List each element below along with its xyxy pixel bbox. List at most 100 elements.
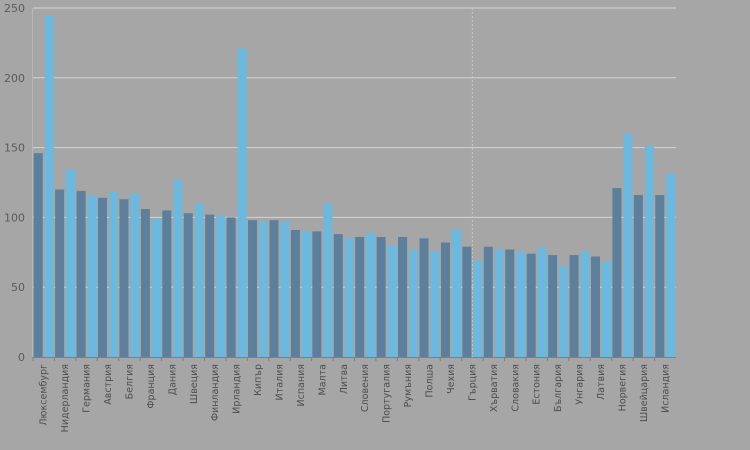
bar-series-b <box>109 190 119 357</box>
x-tick-label: Испания <box>296 364 307 406</box>
bar-series-a <box>483 246 493 357</box>
x-tick-label: Франция <box>146 364 157 409</box>
bar-series-a <box>612 188 622 357</box>
bar-series-a <box>290 229 300 357</box>
bar-series-b <box>451 229 461 357</box>
bar-series-a <box>98 197 108 357</box>
bar-series-b <box>430 250 440 357</box>
bar-series-a <box>183 213 193 357</box>
bar-series-b <box>473 260 483 357</box>
bar-series-b <box>387 245 397 357</box>
x-tick-label: Хърватия <box>489 364 500 412</box>
bar-series-b <box>516 252 526 357</box>
bar-series-b <box>130 193 140 357</box>
y-tick-label: 100 <box>4 211 25 224</box>
bar-series-b <box>644 146 654 357</box>
bar-series-a <box>655 195 665 357</box>
bar-series-a <box>590 256 600 357</box>
x-tick-label: Словакия <box>510 364 521 412</box>
bar-series-b <box>194 203 204 357</box>
y-axis: 0 50 100 150 200 250 <box>4 2 25 364</box>
bar-series-b <box>216 216 226 357</box>
bar-series-a <box>76 190 86 357</box>
x-tick-label: Малта <box>317 364 328 395</box>
x-tick-label: Швейцария <box>639 364 650 422</box>
x-tick-label: Белгия <box>124 364 135 399</box>
x-tick-label: Нидерландия <box>60 364 71 432</box>
bar-series-a <box>633 195 643 357</box>
x-tick-label: Кипър <box>253 364 264 396</box>
x-tick-label: Румъния <box>403 364 414 407</box>
x-tick-label: Латвия <box>596 364 607 400</box>
bar-series-a <box>162 210 172 357</box>
x-tick-label: Естония <box>532 364 543 405</box>
bar-series-b <box>280 221 290 357</box>
bar-series-a <box>248 220 258 357</box>
x-tick-label: Германия <box>82 364 93 413</box>
bar-series-b <box>259 221 269 357</box>
bar-series-a <box>312 231 322 357</box>
bar-series-b <box>44 14 54 357</box>
bar-series-a <box>55 189 65 357</box>
bar-series-b <box>87 195 97 357</box>
bar-series-b <box>601 262 611 357</box>
bar-series-a <box>119 199 129 357</box>
bar-series-a <box>226 217 236 357</box>
x-tick-label: Люксембург <box>39 364 50 426</box>
bar-series-a <box>376 236 386 357</box>
bar-series-a <box>140 209 150 357</box>
bar-series-b <box>237 48 247 357</box>
y-tick-label: 200 <box>4 72 25 85</box>
bar-series-a <box>269 220 279 357</box>
bar-series-a <box>526 253 536 357</box>
x-tick-label: Ирландия <box>232 364 243 414</box>
bar-series-b <box>409 249 419 357</box>
bar-series-a <box>440 242 450 357</box>
bar-series-a <box>333 234 343 357</box>
x-tick-label: Австрия <box>103 364 114 405</box>
y-tick-label: 250 <box>4 2 25 15</box>
y-tick-label: 50 <box>11 281 25 294</box>
bars <box>33 14 676 357</box>
x-tick-label: Унгария <box>575 364 586 405</box>
x-tick-label: Чехия <box>446 364 457 394</box>
bar-series-b <box>666 174 676 357</box>
bar-series-b <box>623 133 633 357</box>
bar-series-b <box>537 246 547 357</box>
bar-series-b <box>173 179 183 357</box>
bar-series-b <box>494 249 504 357</box>
bar-series-b <box>344 238 354 357</box>
bar-series-b <box>151 218 161 357</box>
x-tick-label: Португалия <box>382 364 393 423</box>
x-axis: Люксембург Нидерландия Германия Австрия Белг… <box>32 8 676 432</box>
bar-series-a <box>548 255 558 357</box>
bar-series-a <box>505 249 515 357</box>
bar-series-b <box>323 203 333 357</box>
bar-series-b <box>301 231 311 357</box>
bar-series-a <box>398 236 408 357</box>
x-tick-label: Дания <box>167 364 178 395</box>
x-tick-label: Литва <box>339 364 350 394</box>
x-tick-label: България <box>553 364 564 412</box>
x-tick-label: Финландия <box>210 364 221 421</box>
x-tick-label: Италия <box>274 364 285 400</box>
x-tick-label: Норвегия <box>617 364 628 411</box>
x-tick-label: Словения <box>360 364 371 412</box>
x-tick-label: Швеция <box>189 364 200 404</box>
bar-series-b <box>366 232 376 357</box>
bar-series-a <box>462 246 472 357</box>
bar-series-a <box>33 153 43 357</box>
x-tick-label: Полша <box>425 364 436 398</box>
bar-series-b <box>559 266 569 357</box>
x-tick-label: Исландия <box>660 364 671 413</box>
y-tick-label: 150 <box>4 142 25 155</box>
grid-lines <box>33 7 676 357</box>
bar-series-a <box>569 255 579 357</box>
bar-series-b <box>580 250 590 357</box>
y-tick-label: 0 <box>18 351 25 364</box>
bar-series-a <box>419 238 429 357</box>
bar-series-b <box>66 169 76 357</box>
bar-series-a <box>355 236 365 357</box>
bar-series-a <box>205 214 215 357</box>
